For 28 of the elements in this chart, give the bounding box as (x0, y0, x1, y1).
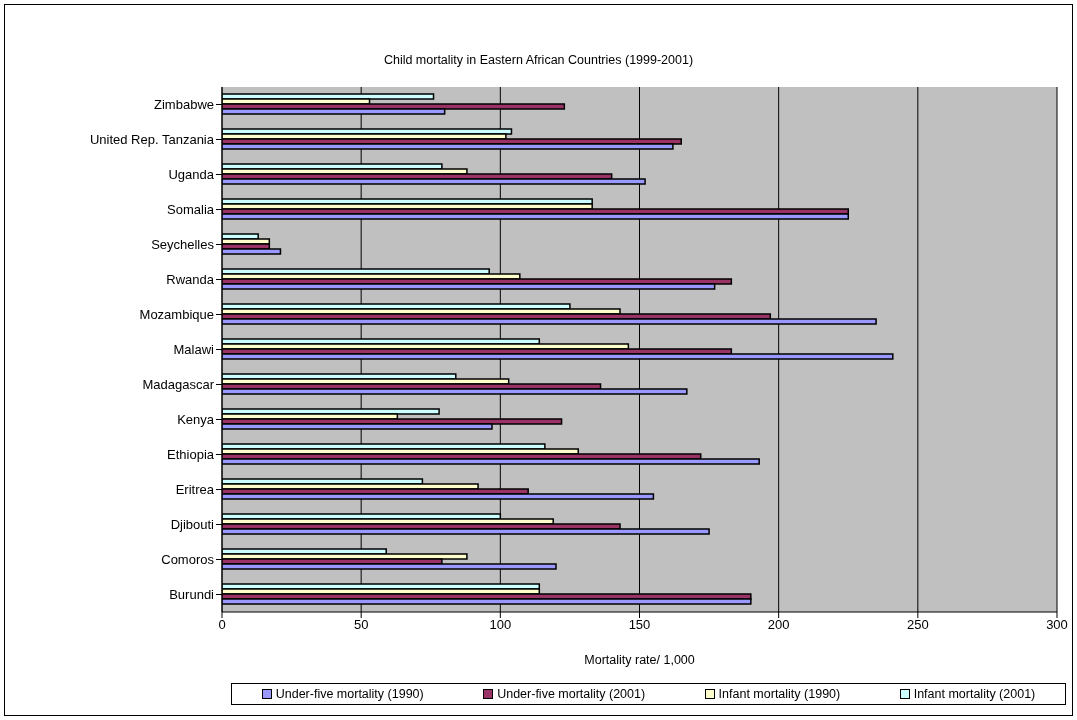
y-tick-label: Malawi (173, 342, 215, 358)
legend-label: Infant mortality (2001) (912, 687, 1036, 701)
x-tick-label: 50 (353, 617, 369, 633)
x-tick-label: 200 (767, 617, 790, 633)
x-axis-title: Mortality rate/ 1,000 (584, 653, 695, 667)
y-tick-label: Zimbabwe (154, 97, 214, 113)
y-tick-label: Somalia (167, 202, 215, 218)
y-tick-label: Eritrea (175, 482, 215, 498)
y-tick-label: Mozambique (139, 307, 214, 323)
y-tick-label: United Rep. Tanzania (89, 132, 215, 148)
y-tick-label: Uganda (168, 167, 215, 183)
y-tick-label: Rwanda (166, 272, 215, 288)
x-tick-label: 100 (489, 617, 512, 633)
y-tick-label: Djibouti (170, 517, 215, 533)
y-tick-label: Comoros (161, 552, 215, 568)
legend-label: Infant mortality (1990) (717, 687, 841, 701)
x-tick-label: 250 (906, 617, 929, 633)
legend-label: Under-five mortality (1990) (274, 687, 424, 701)
x-tick-label: 300 (1046, 617, 1068, 633)
y-tick-label: Ethiopia (167, 447, 215, 463)
legend-label: Under-five mortality (2001) (496, 687, 646, 701)
y-tick-label: Burundi (169, 587, 215, 603)
chart-title: Child mortality in Eastern African Countries (1999-2001) (382, 53, 695, 67)
y-tick-label: Madagascar (142, 377, 215, 393)
x-tick-label: 150 (628, 617, 651, 633)
y-tick-label: Kenya (177, 412, 215, 428)
y-tick-label: Seychelles (151, 237, 215, 253)
x-tick-label: 0 (218, 617, 226, 633)
